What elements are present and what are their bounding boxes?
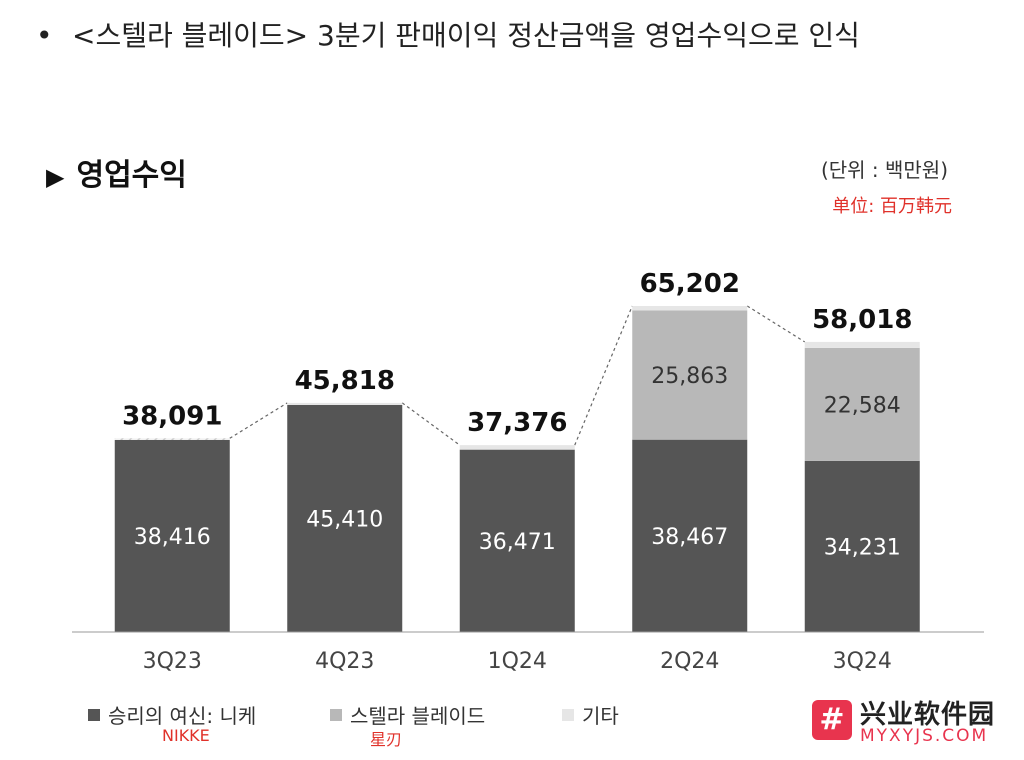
watermark-logo-icon: # (812, 700, 852, 740)
bar-segment-other (114, 438, 230, 440)
headline-text: <스텔라 블레이드> 3분기 판매이익 정산금액을 영업수익으로 인식 (72, 19, 860, 52)
bar-segment-stellar-blade (804, 347, 920, 461)
legend-note-stellar-blade: 星刃 (370, 730, 403, 749)
headline: • <스텔라 블레이드> 3분기 판매이익 정산금액을 영업수익으로 인식 (36, 14, 860, 54)
bar-segment-nikke (459, 449, 575, 632)
bar-segment-other (459, 445, 575, 450)
legend-note-nikke: NIKKE (162, 726, 210, 745)
legend-item-stellar-blade: 스텔라 블레이드 (330, 700, 485, 729)
section-title: ▶ 영업수익 (46, 150, 187, 194)
bar-total-label: 65,202 (640, 269, 740, 299)
legend-label-other: 기타 (582, 704, 619, 728)
bar-segment-stellar-blade (632, 310, 748, 440)
bar-segment-other (287, 402, 403, 405)
bar-segment-nikke (287, 404, 403, 632)
bar-total-label: 45,818 (295, 366, 395, 396)
bar-segment-nikke (804, 460, 920, 632)
bar-value-label: 34,231 (824, 535, 901, 560)
x-tick-label: 2Q24 (660, 649, 719, 674)
bar-total-label: 37,376 (467, 408, 567, 438)
connector-line (229, 402, 288, 439)
bar-value-label: 25,863 (651, 364, 728, 389)
bar-value-label: 22,584 (824, 393, 901, 418)
legend-item-nikke: 승리의 여신: 니케 (88, 700, 256, 729)
play-triangle-icon: ▶ (46, 163, 65, 191)
x-tick-label: 3Q23 (143, 649, 202, 674)
watermark-name: 兴业软件园 (860, 700, 996, 730)
bar-segment-nikke (632, 439, 748, 632)
bar-total-label: 58,018 (812, 305, 912, 335)
connector-line (574, 305, 633, 446)
unit-label-korean: (단위 : 백만원) (820, 158, 948, 182)
legend-item-other: 기타 (562, 700, 619, 729)
legend-swatch-nikke (88, 708, 100, 721)
watermark-url: MYXYJS.COM (860, 726, 989, 746)
x-tick-label: 1Q24 (488, 649, 547, 674)
legend-swatch-other (562, 708, 574, 721)
legend-label-nikke: 승리의 여신: 니케 (108, 704, 257, 728)
bar-total-label: 38,091 (122, 401, 222, 431)
bar-value-label: 36,471 (479, 530, 556, 555)
bar-value-label: 38,467 (651, 525, 728, 550)
x-tick-label: 4Q23 (315, 649, 374, 674)
legend-swatch-stellar-blade (330, 708, 342, 721)
connector-line (746, 305, 806, 343)
headline-bullet: • (36, 19, 53, 52)
watermark: # 兴业软件园 MYXYJS.COM (812, 694, 1012, 750)
bar-segment-nikke (114, 439, 230, 632)
bar-segment-other (632, 305, 748, 311)
legend-label-stellar-blade: 스텔라 블레이드 (350, 704, 486, 728)
bar-value-label: 38,416 (134, 525, 211, 550)
connector-line (401, 402, 461, 446)
bar-segment-other (804, 341, 920, 348)
bar-value-label: 45,410 (306, 507, 383, 532)
x-tick-label: 3Q24 (833, 649, 892, 674)
unit-label-chinese: 单位: 百万韩元 (832, 196, 952, 217)
section-title-text: 영업수익 (76, 158, 187, 193)
